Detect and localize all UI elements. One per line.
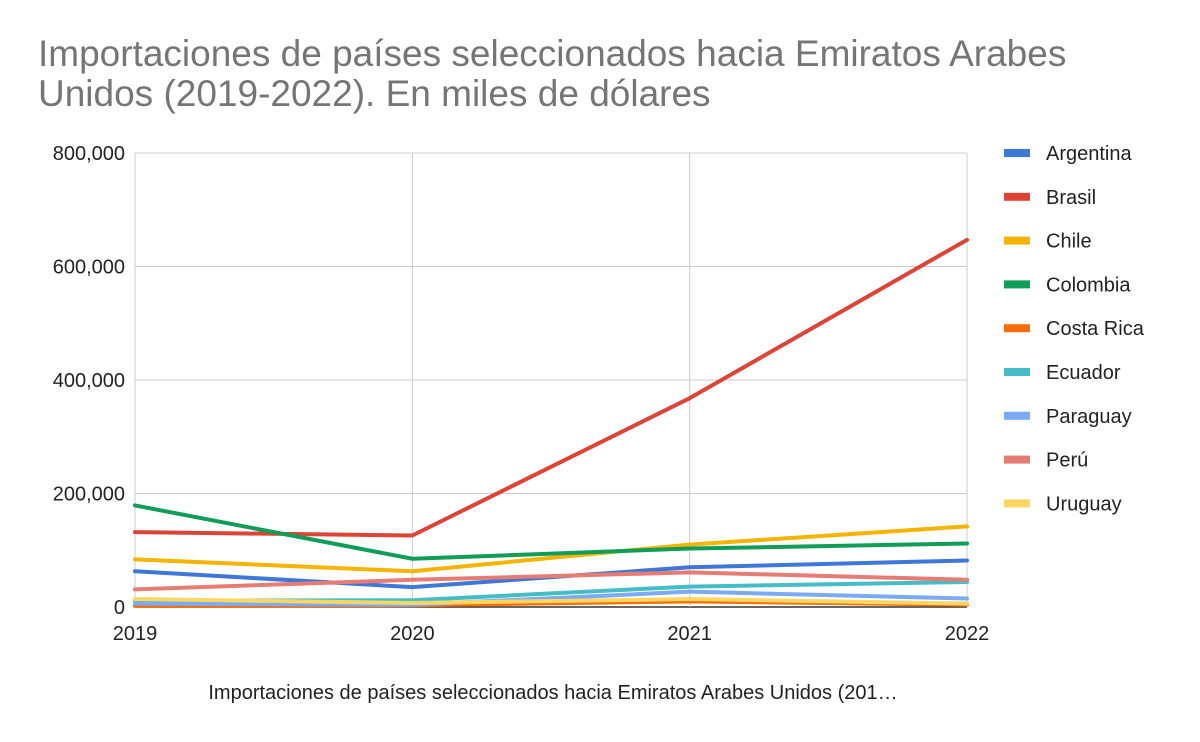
x-axis-ticks: 2019 2020 2021 2022	[113, 623, 990, 645]
series-line-peru	[133, 570, 969, 592]
chart-title: Importaciones de países seleccionados ha…	[38, 33, 1067, 114]
y-axis-ticks: 0 200,000 400,000 600,000 800,000	[53, 143, 125, 619]
legend-swatch-brasil	[1004, 192, 1030, 201]
series-line-colombia	[133, 503, 969, 561]
x-tick-label: 2021	[667, 623, 712, 645]
y-tick-label: 0	[114, 597, 125, 619]
legend-swatch-uruguay	[1004, 499, 1030, 508]
x-tick-label: 2022	[945, 623, 990, 645]
legend-swatch-chile	[1004, 236, 1030, 245]
series-line-paraguay	[133, 589, 969, 607]
x-axis-label: Importaciones de países seleccionados ha…	[208, 682, 897, 704]
legend: Argentina Brasil Chile Colombia Costa Rica Ec…	[1004, 143, 1145, 515]
legend-swatch-argentina	[1004, 149, 1030, 157]
grid	[134, 152, 968, 608]
legend-swatch-ecuador	[1004, 368, 1030, 376]
series-line-chile	[133, 524, 969, 574]
legend-swatch-peru	[1004, 455, 1030, 464]
series-line-brasil	[133, 237, 969, 538]
legend-label-argentina: Argentina	[1046, 143, 1132, 165]
legend-label-paraguay: Paraguay	[1046, 406, 1132, 428]
series-line-uruguay	[133, 597, 969, 606]
legend-label-uruguay: Uruguay	[1046, 493, 1122, 515]
legend-label-colombia: Colombia	[1046, 274, 1131, 296]
series-lines	[133, 237, 969, 608]
y-tick-label: 200,000	[53, 484, 125, 506]
y-tick-label: 600,000	[53, 257, 125, 279]
legend-label-brasil: Brasil	[1046, 187, 1096, 209]
legend-label-chile: Chile	[1046, 231, 1092, 253]
legend-swatch-colombia	[1004, 280, 1030, 289]
legend-label-costa-rica: Costa Rica	[1046, 318, 1145, 340]
x-tick-label: 2020	[390, 623, 435, 645]
x-tick-label: 2019	[113, 623, 158, 645]
y-tick-label: 400,000	[53, 370, 125, 392]
y-tick-label: 800,000	[53, 143, 125, 165]
legend-label-peru: Perú	[1046, 450, 1088, 472]
legend-swatch-costa-rica	[1004, 324, 1030, 333]
legend-label-ecuador: Ecuador	[1046, 362, 1121, 384]
legend-swatch-paraguay	[1004, 411, 1030, 420]
